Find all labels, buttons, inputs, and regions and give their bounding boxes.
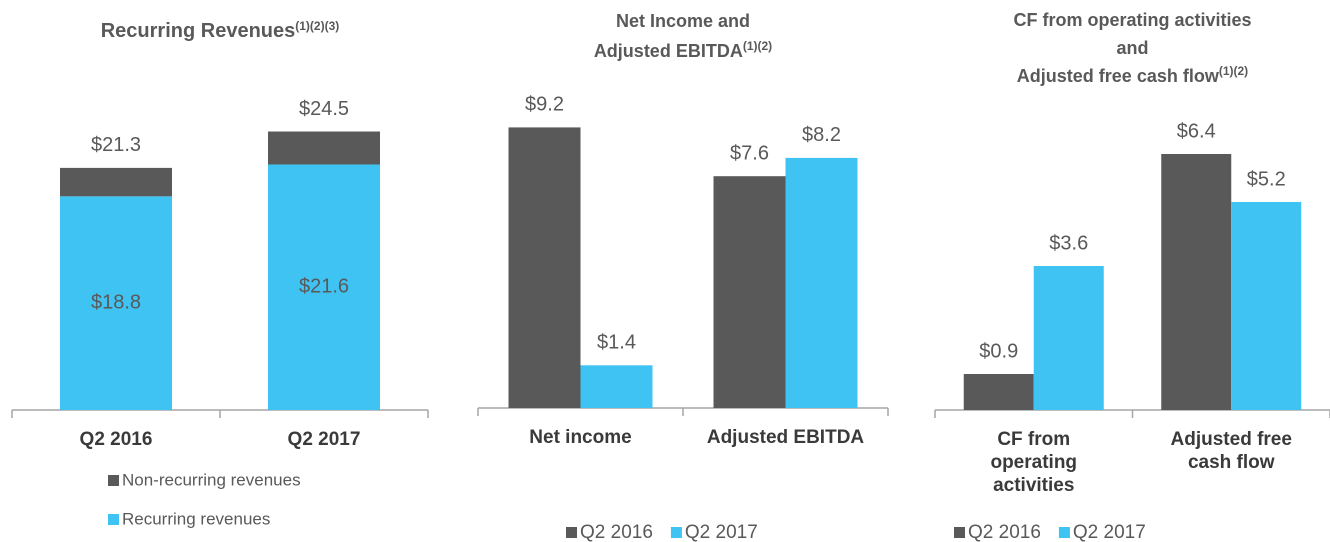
title-text: Adjusted EBITDA: [593, 41, 743, 61]
x-tick-label: Adjusted free cash flow: [1170, 429, 1292, 473]
x-tick-label: Q2 2017: [287, 429, 361, 450]
legend-label: Recurring revenues: [122, 509, 270, 528]
x-tick-label: CF from operating activities: [990, 429, 1078, 496]
title-text: Net Income and: [615, 11, 751, 31]
title-text: Recurring Revenues: [100, 20, 296, 42]
title-line: Adjusted free cash flow(1)(2): [933, 62, 1330, 90]
legend-swatch: [566, 527, 577, 538]
total-label: $24.5: [299, 98, 349, 120]
legend-swatch: [954, 527, 965, 538]
x-tick-label: Net income: [529, 427, 632, 448]
bar: [580, 365, 653, 408]
bar-segment: [268, 131, 380, 165]
bar: [1161, 154, 1232, 410]
title-text: CF from operating activities: [1013, 10, 1252, 30]
legend-label: Non-recurring revenues: [122, 470, 301, 489]
x-tick-label: Adjusted EBITDA: [706, 427, 865, 448]
legend-swatch: [108, 475, 119, 486]
title-line: Recurring Revenues(1)(2)(3): [20, 14, 420, 48]
chart: $0.9 $3.6 $6.4 $5.2 Q2 2016 Q2 2017: [934, 120, 1330, 542]
title-text: Adjusted free cash flow: [1016, 66, 1219, 86]
legend-swatch: [1058, 527, 1070, 538]
bar: [1033, 266, 1104, 410]
bar-segment: [60, 196, 172, 410]
title-note: (1)(2): [742, 38, 773, 53]
bar: [508, 127, 581, 409]
bar-segment: [268, 164, 380, 410]
value-label: $21.6: [299, 276, 349, 298]
legend-swatch: [670, 527, 682, 538]
title-text: and: [1116, 38, 1149, 58]
legend-label: Q2 2017: [1073, 522, 1146, 542]
chart-title: CF from operating activities and Adjusted …: [933, 6, 1330, 90]
legend-label: Q2 2016: [968, 522, 1041, 542]
value-label: $9.2: [525, 94, 564, 116]
bar-segment: [60, 167, 172, 197]
x-tick-label: Q2 2016: [79, 429, 153, 450]
value-label: $18.8: [91, 291, 141, 313]
bar: [713, 176, 786, 408]
value-label: $0.9: [979, 340, 1018, 362]
chart-title: Recurring Revenues(1)(2)(3): [20, 14, 420, 48]
legend-label: Q2 2016: [580, 522, 653, 542]
value-label: $3.6: [1049, 232, 1088, 254]
value-label: $1.4: [597, 332, 636, 354]
bar: [785, 157, 858, 408]
value-label: $7.6: [730, 142, 769, 164]
bar: [1231, 202, 1302, 410]
title-line: and: [933, 34, 1330, 62]
chart: $9.2 $1.4 $7.6 $8.2 Q2 2016 Q2 2017: [477, 94, 889, 542]
value-label: $8.2: [802, 124, 841, 146]
chart: $18.8 $21.3 $21.6 $24.5 Non-recurring revenu…: [11, 98, 429, 528]
value-label: $5.2: [1247, 168, 1286, 190]
legend-label: Q2 2017: [685, 522, 758, 542]
chart-title: Net Income and Adjusted EBITDA(1)(2): [483, 6, 883, 66]
title-line: Net Income and: [483, 6, 883, 36]
bar: [963, 374, 1034, 410]
title-note: (1)(2): [1218, 63, 1249, 78]
value-label: $6.4: [1177, 120, 1216, 142]
title-note: (1)(2)(3): [295, 18, 340, 33]
total-label: $21.3: [91, 134, 141, 156]
legend-swatch: [108, 514, 119, 525]
title-line: CF from operating activities: [933, 6, 1330, 34]
title-line: Adjusted EBITDA(1)(2): [483, 36, 883, 66]
